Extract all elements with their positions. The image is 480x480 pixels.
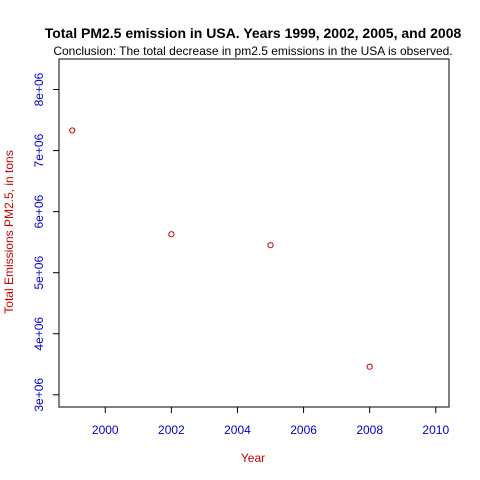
data-point xyxy=(267,242,274,249)
x-tick-label: 2000 xyxy=(92,423,119,437)
data-point xyxy=(168,231,175,238)
x-tick-label: 2002 xyxy=(158,423,185,437)
y-tick-label: 4e+06 xyxy=(32,317,46,351)
x-axis-label: Year xyxy=(241,451,265,465)
y-tick-label: 8e+06 xyxy=(32,72,46,106)
chart-title: Total PM2.5 emission in USA. Years 1999,… xyxy=(45,25,462,41)
chart-subtitle: Conclusion: The total decrease in pm2.5 … xyxy=(53,44,452,58)
data-points xyxy=(69,127,373,370)
data-point xyxy=(366,363,373,370)
data-point xyxy=(69,127,76,134)
x-tick-label: 2006 xyxy=(290,423,317,437)
x-tick-label: 2008 xyxy=(356,423,383,437)
y-tick-label: 3e+06 xyxy=(32,378,46,412)
y-axis-label: Total Emissions PM2.5, in tons xyxy=(2,150,16,313)
x-tick-label: 2010 xyxy=(422,423,449,437)
x-axis: 2000 2002 2004 2006 2008 2010 xyxy=(92,406,449,437)
x-tick-label: 2004 xyxy=(224,423,251,437)
plot-area-frame xyxy=(58,58,450,408)
y-tick-label: 6e+06 xyxy=(32,194,46,228)
y-tick-label: 7e+06 xyxy=(32,133,46,167)
y-tick-label: 5e+06 xyxy=(32,256,46,290)
y-axis: 3e+06 4e+06 5e+06 6e+06 7e+06 8e+06 xyxy=(32,72,60,412)
